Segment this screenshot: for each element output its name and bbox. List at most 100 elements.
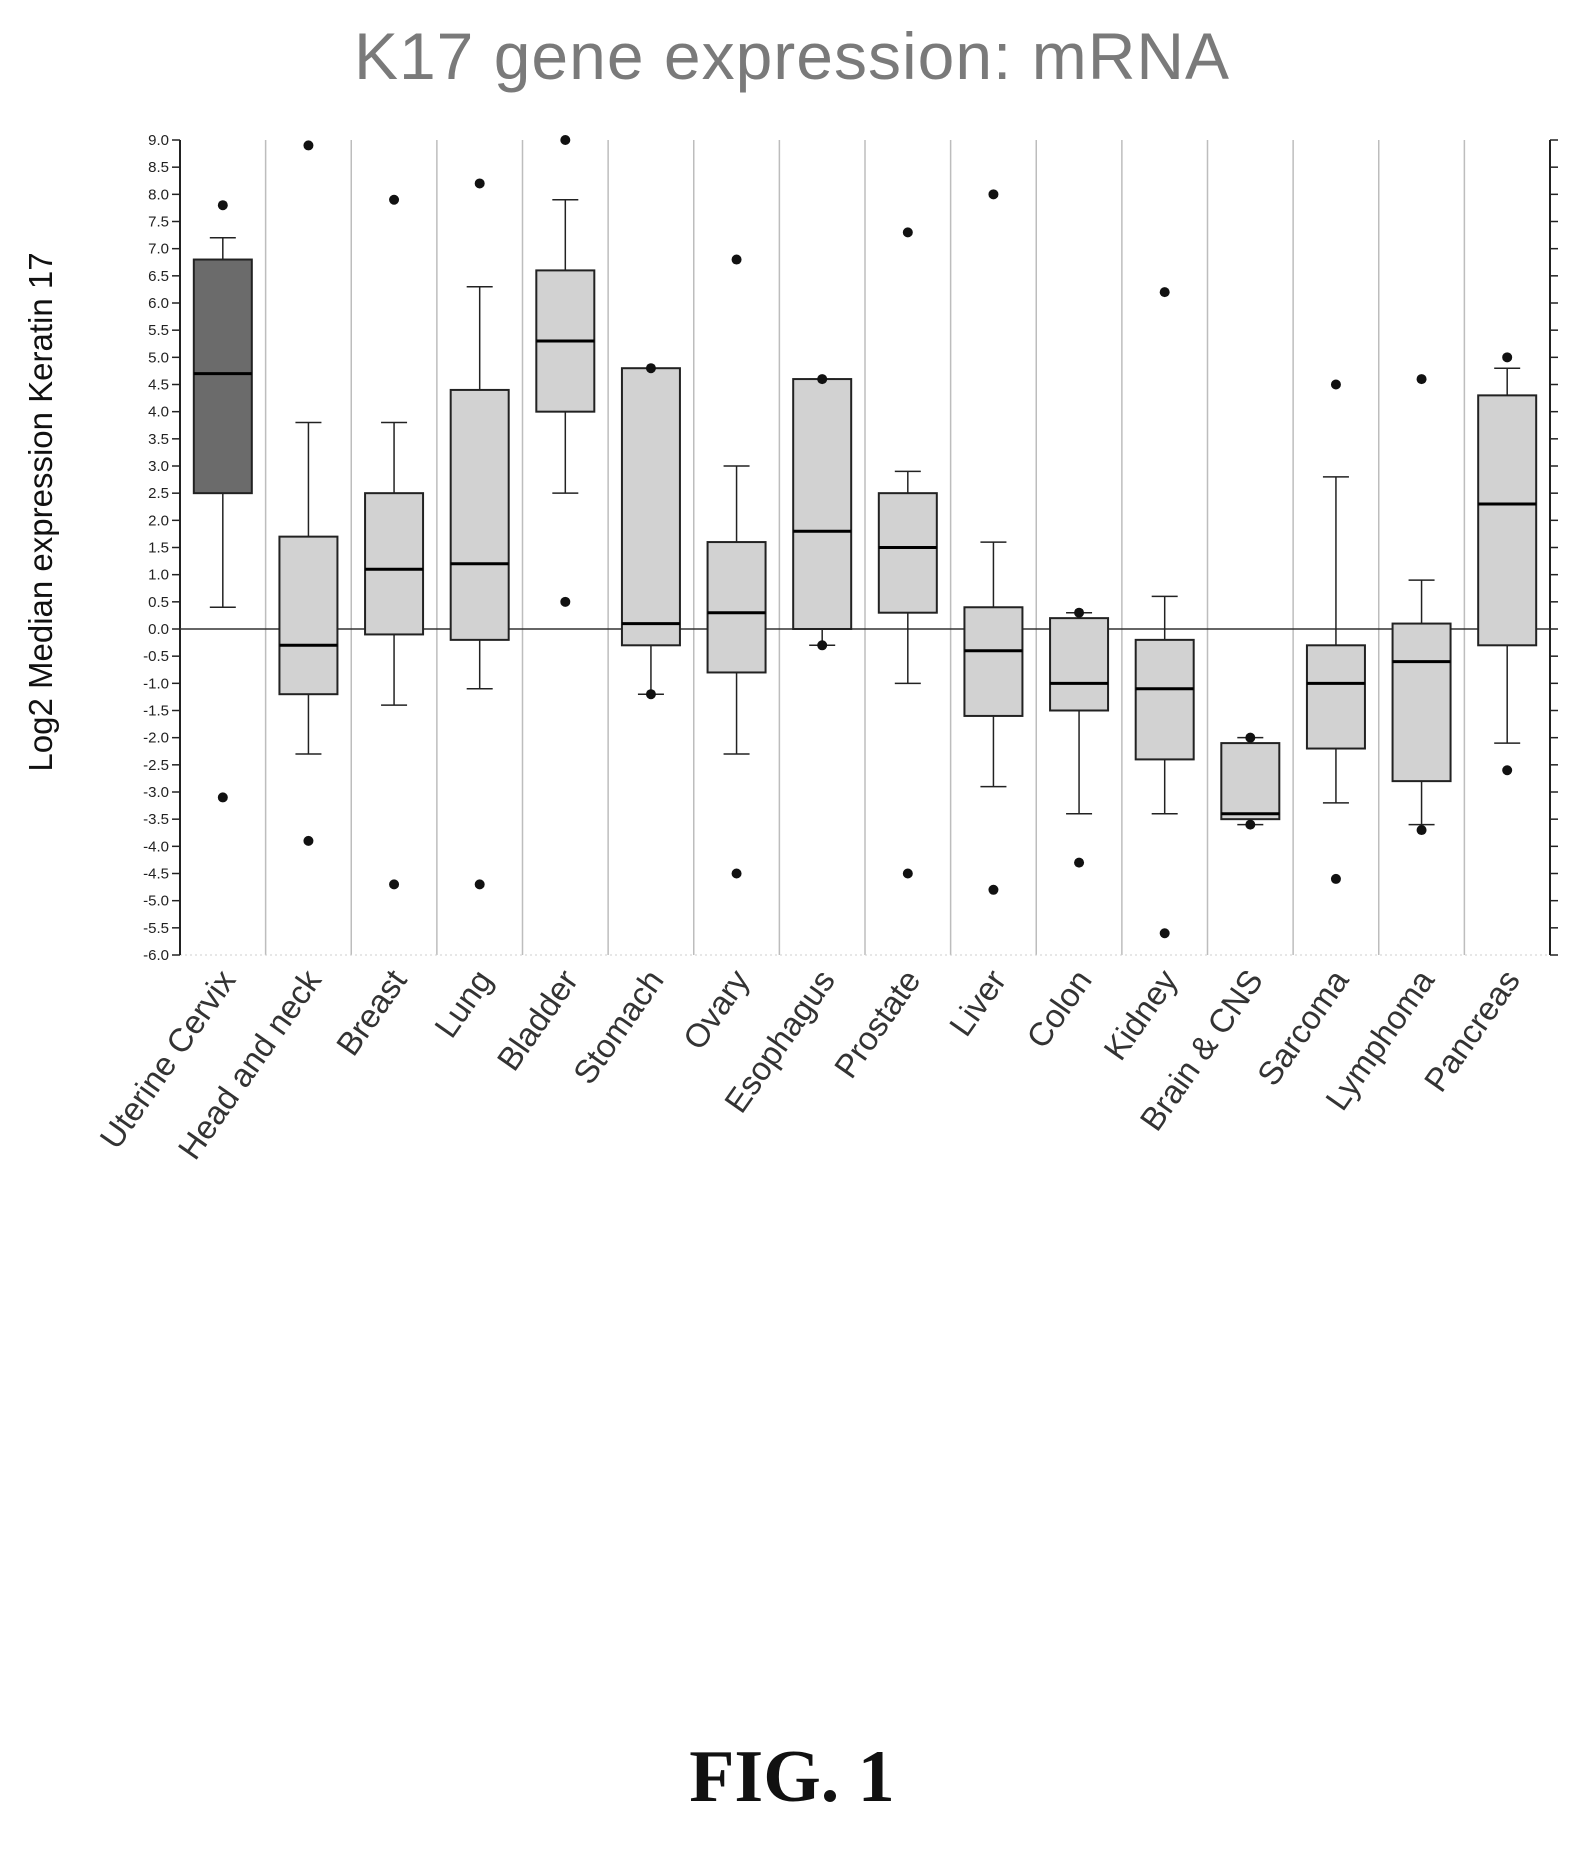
y-tick-label: 5.0 <box>148 349 169 366</box>
iqr-box <box>963 606 1024 717</box>
y-tick-label: 1.0 <box>148 567 169 584</box>
outlier-point <box>1245 732 1256 743</box>
y-tick-label: 9.0 <box>148 132 169 149</box>
iqr-box <box>1049 617 1110 712</box>
y-tick-label: 1.5 <box>148 540 169 557</box>
y-tick-label: 0.0 <box>148 621 169 638</box>
x-category-label: Breast <box>329 963 414 1062</box>
iqr-box <box>1391 622 1452 783</box>
outlier-point <box>389 879 400 890</box>
outlier-point <box>1159 928 1170 939</box>
outlier-point <box>217 200 228 211</box>
outlier-point <box>645 689 656 700</box>
iqr-box <box>1305 644 1366 750</box>
iqr-box <box>877 492 938 614</box>
outlier-point <box>731 254 742 265</box>
outlier-point <box>474 178 485 189</box>
iqr-box <box>706 541 767 674</box>
y-tick-label: 7.5 <box>148 214 169 231</box>
iqr-box <box>1477 394 1538 647</box>
box-lymphoma <box>1391 374 1452 836</box>
outlier-point <box>303 835 314 846</box>
outlier-point <box>1416 825 1427 836</box>
outlier-point <box>731 868 742 879</box>
category-panels <box>179 140 1551 956</box>
box-kidney <box>1134 287 1195 939</box>
outlier-point <box>1330 379 1341 390</box>
outlier-point <box>1330 873 1341 884</box>
iqr-box <box>1220 742 1281 821</box>
outlier-point <box>1159 287 1170 298</box>
x-category-label: Kidney <box>1096 962 1184 1066</box>
outlier-point <box>1074 607 1085 618</box>
box-prostate <box>877 227 938 879</box>
box-ovary <box>706 254 767 879</box>
y-tick-label: 0.5 <box>148 594 169 611</box>
box-liver <box>963 189 1024 895</box>
y-tick-label: 3.0 <box>148 458 169 475</box>
outlier-point <box>217 792 228 803</box>
y-tick-label: 5.5 <box>148 322 169 339</box>
figure-label: FIG. 1 <box>689 1736 895 1818</box>
y-tick-label: 2.5 <box>148 485 169 502</box>
box-esophagus <box>792 374 853 651</box>
outlier-point <box>560 135 571 145</box>
y-tick-label: -5.0 <box>143 893 169 910</box>
outlier-point <box>303 140 314 151</box>
box-brain-cns <box>1220 732 1281 830</box>
y-tick-label: 3.5 <box>148 431 169 448</box>
y-tick-label: -0.5 <box>143 648 169 665</box>
x-category-label: Prostate <box>827 963 928 1085</box>
outlier-point <box>1502 352 1513 363</box>
iqr-box <box>1134 638 1195 761</box>
outlier-point <box>389 194 400 205</box>
box-sarcoma <box>1305 379 1366 884</box>
box-bladder <box>535 135 596 607</box>
outlier-point <box>988 189 999 200</box>
y-tick-label: 6.5 <box>148 268 169 285</box>
x-category-label: Bladder <box>489 963 585 1077</box>
y-tick-label: 8.0 <box>148 186 169 203</box>
outlier-point <box>902 868 913 879</box>
iqr-box <box>792 378 853 631</box>
y-tick-label: -2.5 <box>143 757 169 774</box>
chart-title: K17 gene expression: mRNA <box>353 19 1231 93</box>
outlier-point <box>560 596 571 607</box>
iqr-box <box>278 535 339 696</box>
y-tick-label: -3.5 <box>143 811 169 828</box>
y-tick-label: -2.0 <box>143 730 169 747</box>
y-tick-label: -4.0 <box>143 838 169 855</box>
x-category-label: Liver <box>942 963 1013 1043</box>
y-tick-label: 6.0 <box>148 295 169 312</box>
outlier-point <box>817 640 828 651</box>
y-tick-label: -3.0 <box>143 784 169 801</box>
y-tick-label: 2.0 <box>148 512 169 529</box>
y-tick-label: 8.5 <box>148 159 169 176</box>
outlier-point <box>1074 857 1085 868</box>
box-head-and-neck <box>278 140 339 846</box>
y-tick-label: 4.5 <box>148 377 169 394</box>
box-uterine-cervix <box>192 200 253 803</box>
outlier-point <box>1416 374 1427 385</box>
outlier-point <box>1502 765 1513 776</box>
y-tick-label: 4.0 <box>148 404 169 421</box>
box-breast <box>364 194 425 890</box>
outlier-point <box>1245 819 1256 830</box>
iqr-box <box>620 367 681 647</box>
y-tick-label: -6.0 <box>143 947 169 964</box>
iqr-box <box>192 258 253 495</box>
iqr-box <box>449 388 510 641</box>
outlier-point <box>988 884 999 895</box>
y-tick-label: -1.0 <box>143 675 169 692</box>
x-category-label: Ovary <box>676 962 757 1056</box>
box-colon <box>1049 607 1110 868</box>
box-pancreas <box>1477 352 1538 776</box>
outlier-point <box>902 227 913 238</box>
outlier-point <box>817 374 828 385</box>
outlier-point <box>645 363 656 374</box>
x-category-label: Colon <box>1019 963 1099 1055</box>
box-lung <box>449 178 510 890</box>
box-series <box>192 135 1538 939</box>
